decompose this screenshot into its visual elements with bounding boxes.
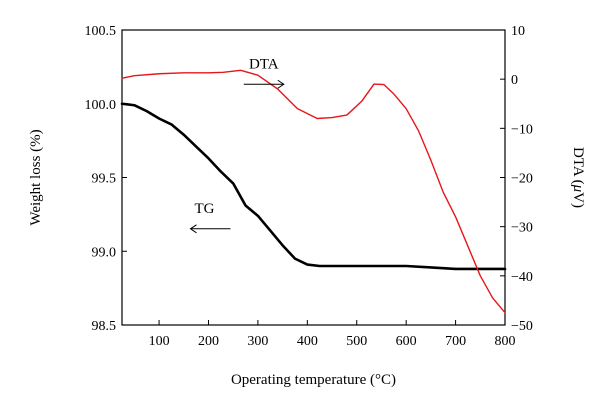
annotation-layer: DTA TG [189,56,285,234]
y-right-tick-label: −30 [511,221,533,236]
y-left-tick-label: 99.0 [92,245,117,260]
x-tick-label: 400 [297,334,318,349]
y-right-tick-label: −50 [511,319,533,334]
tick-labels: 100 200 300 400 500 600 700 80098.599.099.5100.… [85,24,533,349]
y-left-tick-label: 100.0 [85,98,117,113]
x-tick-label: 200 [198,334,219,349]
y-axis-right-title: DTA (μV) [570,147,586,208]
annotation-label-tg: TG [194,201,214,217]
x-tick-label: 300 [247,334,268,349]
y-right-tick-label: −20 [511,172,533,187]
series-line-dta [121,69,506,314]
y-axis-right-title-mu: μ [570,184,586,193]
x-tick-label: 800 [495,334,516,349]
annotation-label-dta: DTA [249,56,279,72]
y-left-tick-label: 98.5 [92,319,117,334]
x-tick-label: 100 [149,334,170,349]
series-layer [120,69,507,314]
x-tick-label: 600 [396,334,417,349]
y-right-tick-label: −10 [511,122,533,137]
x-axis-title: Operating temperature (°C) [231,372,396,388]
y-left-tick-label: 100.5 [85,24,117,39]
y-axis-left-title: Weight loss (%) [28,129,44,225]
y-left-tick-label: 99.5 [92,172,117,187]
series-line-tg [120,102,507,271]
x-tick-label: 500 [346,334,367,349]
x-tick-label: 700 [445,334,466,349]
axis-ticks [122,29,506,326]
y-axis-right-title-suffix: V) [570,192,586,208]
y-right-tick-label: 10 [511,24,525,39]
annotation-arrow-head-tg [189,224,197,234]
y-axis-right-title-prefix: DTA ( [570,147,586,185]
annotation-arrow-head-dta [277,79,285,89]
y-right-tick-label: 0 [511,73,518,88]
y-right-tick-label: −40 [511,270,533,285]
